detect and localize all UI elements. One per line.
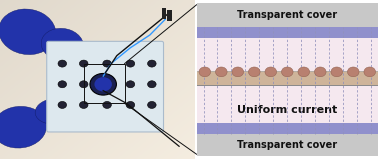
Bar — [167, 10, 172, 21]
Bar — [197, 71, 378, 85]
Circle shape — [215, 67, 227, 77]
Circle shape — [147, 81, 156, 88]
Circle shape — [265, 67, 277, 77]
Circle shape — [232, 67, 243, 77]
Circle shape — [126, 101, 135, 108]
Circle shape — [58, 101, 67, 108]
Circle shape — [298, 67, 310, 77]
Circle shape — [147, 101, 156, 108]
Bar — [197, 123, 378, 134]
Circle shape — [94, 77, 112, 91]
Circle shape — [58, 81, 67, 88]
Bar — [197, 27, 378, 38]
Circle shape — [90, 73, 116, 95]
Circle shape — [79, 101, 88, 108]
Bar — [197, 38, 378, 71]
Text: Transparent cover: Transparent cover — [237, 10, 337, 20]
Circle shape — [364, 67, 376, 77]
Circle shape — [248, 67, 260, 77]
Ellipse shape — [0, 106, 46, 148]
Circle shape — [314, 67, 326, 77]
Circle shape — [103, 60, 112, 67]
Circle shape — [147, 60, 156, 67]
Bar — [197, 134, 378, 156]
Bar — [84, 64, 125, 103]
Circle shape — [103, 101, 112, 108]
Ellipse shape — [35, 98, 74, 124]
Circle shape — [79, 81, 88, 88]
Circle shape — [58, 60, 67, 67]
Circle shape — [126, 60, 135, 67]
Circle shape — [79, 60, 88, 67]
Text: Uniform current: Uniform current — [237, 105, 338, 115]
Bar — [197, 85, 378, 123]
Text: Transparent cover: Transparent cover — [237, 140, 337, 150]
Circle shape — [282, 67, 293, 77]
Ellipse shape — [41, 28, 84, 61]
Circle shape — [199, 67, 211, 77]
Circle shape — [331, 67, 342, 77]
Bar — [197, 3, 378, 27]
Circle shape — [347, 67, 359, 77]
Ellipse shape — [0, 9, 56, 55]
Bar — [161, 8, 166, 19]
Circle shape — [126, 81, 135, 88]
FancyBboxPatch shape — [47, 41, 164, 132]
